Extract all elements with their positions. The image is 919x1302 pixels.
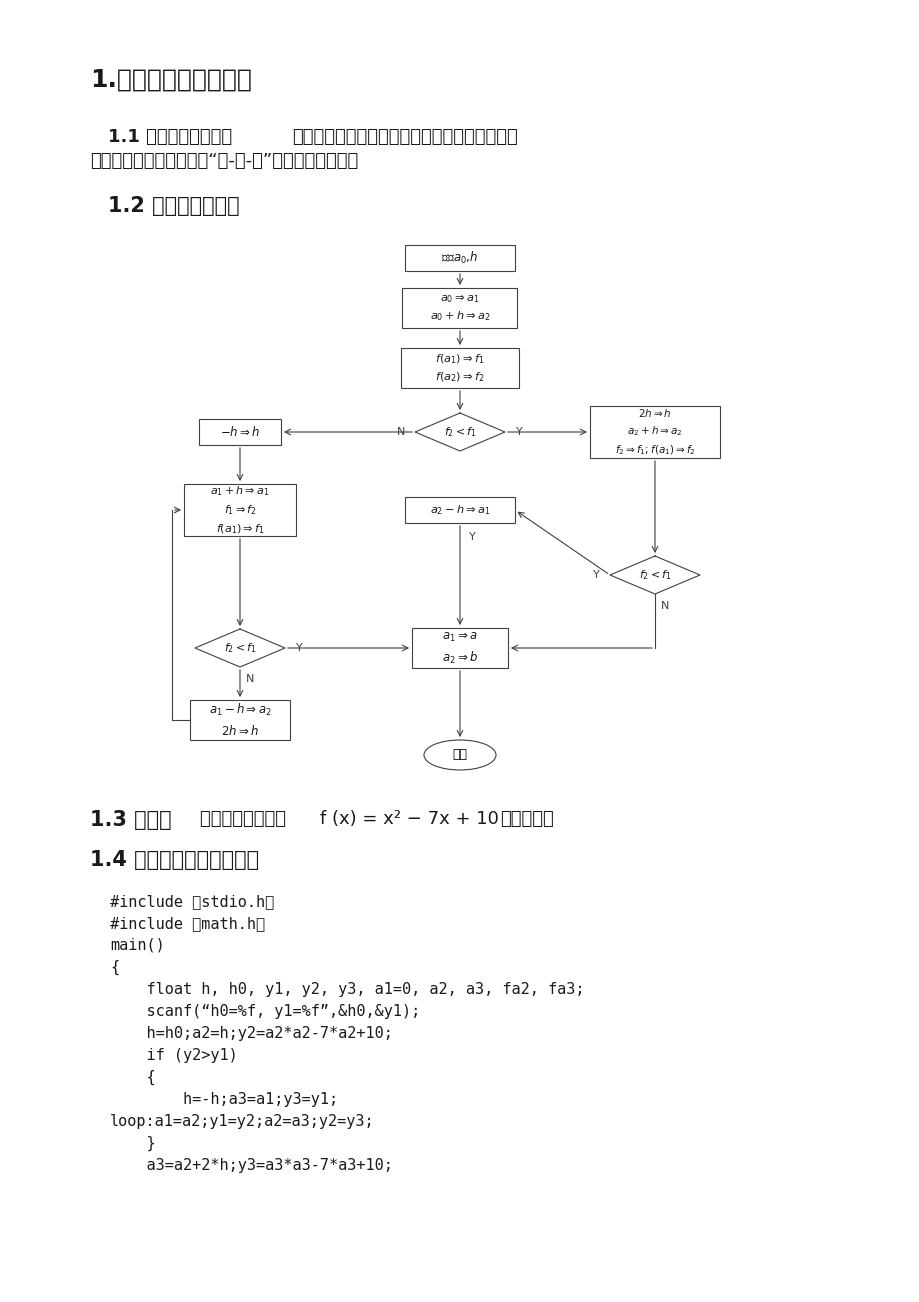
Text: 1.4 源程序代码及运行结果: 1.4 源程序代码及运行结果	[90, 850, 259, 870]
Text: f (x) = x² − 7x + 10: f (x) = x² − 7x + 10	[320, 810, 498, 828]
Text: N: N	[660, 602, 668, 611]
Text: Y: Y	[468, 533, 475, 542]
Text: 用进退法求解函数: 用进退法求解函数	[199, 810, 291, 828]
Text: #include ＜stdio.h＞: #include ＜stdio.h＞	[110, 894, 274, 909]
Text: Y: Y	[592, 570, 598, 579]
Text: #include ＜math.h＞: #include ＜math.h＞	[110, 917, 265, 931]
Text: $a_0\Rightarrow a_1$
$a_0+h\Rightarrow a_2$: $a_0\Rightarrow a_1$ $a_0+h\Rightarrow a…	[429, 293, 490, 323]
Text: $a_1+h\Rightarrow a_1$
$f_1\Rightarrow f_2$
$f(a_1)\Rightarrow f_1$: $a_1+h\Rightarrow a_1$ $f_1\Rightarrow f…	[210, 484, 269, 535]
FancyBboxPatch shape	[589, 406, 720, 458]
Text: $a_1\Rightarrow a$
$a_2\Rightarrow b$: $a_1\Rightarrow a$ $a_2\Rightarrow b$	[441, 630, 478, 665]
Text: main(): main()	[110, 937, 165, 953]
Text: 1.3 题目：: 1.3 题目：	[90, 810, 172, 829]
Text: N: N	[396, 427, 404, 437]
Text: 出口: 出口	[452, 749, 467, 762]
Text: h=-h;a3=a1;y3=y1;: h=-h;a3=a1;y3=y1;	[110, 1092, 338, 1107]
FancyBboxPatch shape	[404, 497, 515, 523]
Text: float h, h0, y1, y2, y3, a1=0, a2, a3, fa2, fa3;: float h, h0, y1, y2, y3, a1=0, a2, a3, f…	[110, 982, 584, 997]
Text: $-h\Rightarrow h$: $-h\Rightarrow h$	[220, 424, 260, 439]
Text: $2h\Rightarrow h$
$a_2+h\Rightarrow a_2$
$f_2\Rightarrow f_1;f(a_1)\Rightarrow f: $2h\Rightarrow h$ $a_2+h\Rightarrow a_2$…	[614, 408, 695, 457]
Text: if (y2>y1): if (y2>y1)	[110, 1048, 237, 1062]
Text: Y: Y	[515, 427, 522, 437]
Text: 1.1 进退法基本思路：: 1.1 进退法基本思路：	[108, 128, 232, 146]
Text: 的搜索区间: 的搜索区间	[499, 810, 553, 828]
FancyBboxPatch shape	[401, 348, 518, 388]
Text: N: N	[245, 674, 254, 684]
FancyBboxPatch shape	[403, 288, 516, 328]
Ellipse shape	[424, 740, 495, 769]
Text: {: {	[110, 1070, 155, 1085]
Text: a3=a2+2*h;y3=a3*a3-7*a3+10;: a3=a2+2*h;y3=a3*a3-7*a3+10;	[110, 1157, 392, 1173]
Text: h=h0;a2=h;y2=a2*a2-7*a2+10;: h=h0;a2=h;y2=a2*a2-7*a2+10;	[110, 1026, 392, 1042]
Text: $a_1-h\Rightarrow a_2$
$2h\Rightarrow h$: $a_1-h\Rightarrow a_2$ $2h\Rightarrow h$	[209, 702, 271, 738]
Text: 1.2 进退法程序框图: 1.2 进退法程序框图	[108, 197, 239, 216]
Text: }: }	[110, 1137, 155, 1151]
Polygon shape	[414, 413, 505, 450]
Text: Y: Y	[295, 643, 302, 654]
Polygon shape	[195, 629, 285, 667]
Text: $f_2<f_1$: $f_2<f_1$	[443, 424, 476, 439]
Text: $f_2<f_1$: $f_2<f_1$	[223, 641, 256, 655]
FancyBboxPatch shape	[404, 245, 515, 271]
Text: scanf(“h0=%f, y1=%f”,&h0,&y1);: scanf(“h0=%f, y1=%f”,&h0,&y1);	[110, 1004, 420, 1019]
Text: 大小，直至找到函数值按“高-低-高”变化的单峰区间。: 大小，直至找到函数值按“高-低-高”变化的单峰区间。	[90, 152, 357, 171]
FancyBboxPatch shape	[184, 484, 296, 536]
Text: 给定$a_0$,$h$: 给定$a_0$,$h$	[441, 250, 478, 266]
Text: $f(a_1)\Rightarrow f_1$
$f(a_2)\Rightarrow f_2$: $f(a_1)\Rightarrow f_1$ $f(a_2)\Rightarr…	[435, 352, 484, 384]
Text: 按照一定的规则试算若干个点，比较其函数值的: 按照一定的规则试算若干个点，比较其函数值的	[291, 128, 517, 146]
FancyBboxPatch shape	[412, 628, 507, 668]
Text: loop:a1=a2;y1=y2;a2=a3;y2=y3;: loop:a1=a2;y1=y2;a2=a3;y2=y3;	[110, 1115, 374, 1129]
Text: $f_2<f_1$: $f_2<f_1$	[638, 568, 671, 582]
FancyBboxPatch shape	[199, 419, 280, 445]
Polygon shape	[609, 556, 699, 594]
Text: 1.进退法确定初始区间: 1.进退法确定初始区间	[90, 68, 252, 92]
Text: {: {	[110, 960, 119, 975]
FancyBboxPatch shape	[190, 700, 289, 740]
Text: $a_2-h\Rightarrow a_1$: $a_2-h\Rightarrow a_1$	[429, 503, 490, 517]
